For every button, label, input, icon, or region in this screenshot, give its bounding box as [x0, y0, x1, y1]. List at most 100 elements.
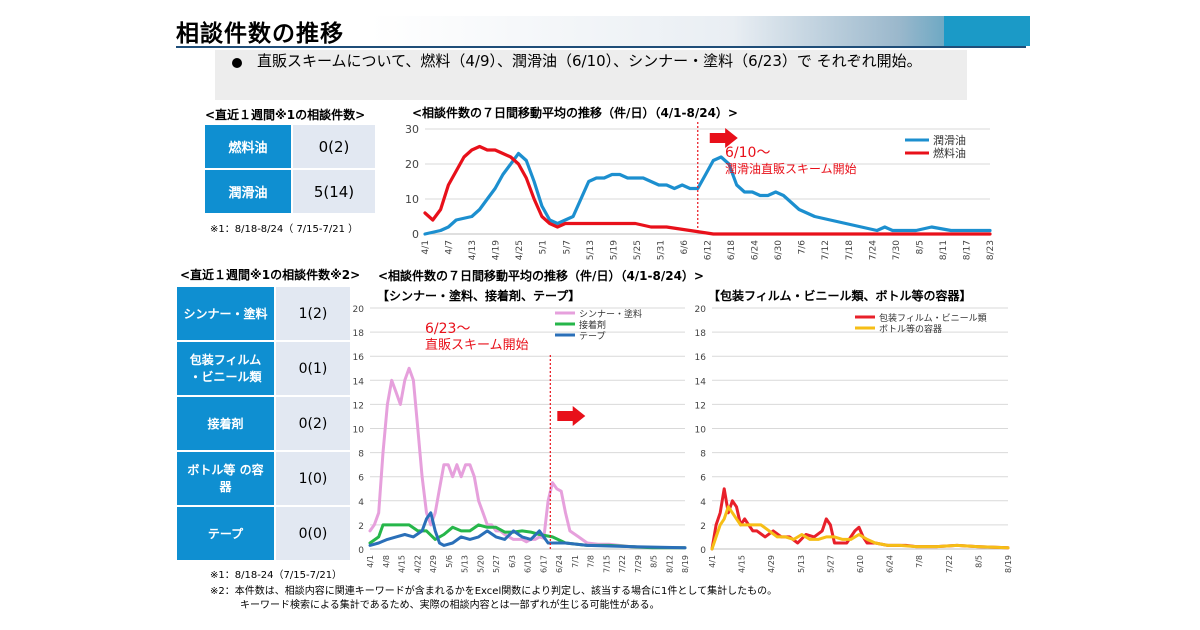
- x-tick-label: 6/24: [555, 555, 564, 573]
- table-cell-value: 1(0): [274, 450, 352, 507]
- series-line-潤滑油: [423, 151, 992, 236]
- x-tick-label: 5/31: [656, 240, 666, 260]
- chart3-title: 【包装フィルム・ビニール類、ボトル等の容器】: [708, 289, 972, 303]
- y-tick-label: 20: [695, 305, 707, 315]
- x-tick-label: 6/24: [886, 555, 895, 573]
- y-tick-label: 12: [695, 401, 706, 411]
- title-decoration-block: [944, 16, 1030, 46]
- x-tick-label: 6/3: [508, 555, 517, 568]
- x-tick-label: 5/27: [492, 555, 501, 573]
- table-cell-value: 0(2): [291, 123, 377, 170]
- series-line-シンナー・塗料: [368, 366, 687, 550]
- x-tick-label: 8/19: [1004, 555, 1013, 573]
- title-decoration-band: [370, 16, 1030, 46]
- table-cell-label: 潤滑油: [203, 168, 293, 215]
- table-cell-value: 5(14): [291, 168, 377, 215]
- y-tick-label: 20: [405, 158, 419, 171]
- x-tick-label: 7/6: [798, 240, 808, 255]
- series-line-燃料油: [423, 144, 992, 236]
- table-cell-label: シンナー・塗料: [175, 285, 276, 342]
- legend-label: シンナー・塗料: [579, 308, 642, 320]
- x-tick-label: 4/7: [445, 240, 455, 254]
- legend-label: ボトル等の容器: [879, 323, 942, 335]
- section2-footnote1: ※1：8/18-24（7/15-7/21）: [210, 570, 343, 581]
- x-tick-label: 7/12: [821, 240, 831, 260]
- x-tick-label: 6/18: [727, 240, 737, 260]
- x-tick-label: 5/13: [797, 555, 806, 573]
- section1-footnote: ※1：8/18-8/24（ 7/15-7/21 ）: [210, 224, 359, 235]
- y-tick-label: 0: [700, 546, 706, 556]
- x-tick-label: 6/12: [704, 240, 714, 260]
- section2-chart-header: <相談件数の７日間移動平均の推移（件/日）（4/1-8/24）>: [378, 269, 704, 283]
- y-tick-label: 0: [412, 228, 419, 241]
- x-tick-label: 6/17: [539, 555, 548, 573]
- section1-table: 燃料油 0(2) 潤滑油 5(14): [203, 123, 377, 215]
- section1-table-header: <直近１週間※1の相談件数>: [205, 108, 366, 122]
- series-line-テープ: [368, 511, 687, 550]
- y-tick-label: 30: [405, 123, 419, 136]
- x-tick-label: 7/22: [618, 555, 627, 573]
- y-tick-label: 4: [358, 498, 364, 508]
- x-tick-label: 6/10: [524, 555, 533, 573]
- chart2-title: 【シンナー・塗料、接着剤、テープ】: [377, 289, 581, 303]
- title-underline: [176, 46, 1026, 48]
- x-tick-label: 7/15: [602, 555, 611, 573]
- section2-table-header: <直近１週間※1の相談件数※2>: [180, 268, 361, 282]
- x-tick-label: 7/1: [571, 555, 580, 568]
- x-tick-label: 8/5: [915, 240, 925, 254]
- y-tick-label: 20: [353, 305, 365, 315]
- y-tick-label: 18: [695, 329, 707, 339]
- x-tick-label: 4/25: [515, 240, 525, 260]
- annotation-subtext: 直販スキーム開始: [425, 338, 529, 353]
- x-tick-label: 5/13: [586, 240, 596, 260]
- table-cell-label: テープ: [175, 505, 276, 562]
- x-tick-label: 6/30: [774, 240, 784, 260]
- chart1-header: <相談件数の７日間移動平均の推移（件/日）（4/1-8/24）>: [412, 106, 738, 120]
- table-cell-value: 0(0): [274, 505, 352, 562]
- y-tick-label: 8: [358, 450, 364, 460]
- x-tick-label: 7/22: [945, 555, 954, 573]
- x-tick-label: 4/19: [492, 240, 502, 260]
- x-tick-label: 4/15: [738, 555, 747, 573]
- x-tick-label: 7/8: [915, 555, 924, 568]
- x-tick-label: 7/24: [868, 240, 878, 260]
- y-tick-label: 0: [358, 546, 364, 556]
- x-tick-label: 6/6: [680, 240, 690, 255]
- chart-lubricant-fuel: 0 10 20 30 4/1 4/7 4/13 4/19 4/25 5/1 5/7 5/13 5/19 5…: [405, 122, 996, 260]
- x-tick-label: 5/25: [633, 240, 643, 260]
- x-tick-label: 8/19: [681, 555, 690, 573]
- annotation-arrow-icon: [557, 406, 586, 426]
- y-tick-label: 16: [353, 353, 365, 363]
- x-tick-label: 8/11: [939, 240, 949, 260]
- x-tick-label: 8/5: [974, 555, 983, 568]
- y-tick-label: 18: [353, 329, 365, 339]
- x-tick-label: 7/29: [634, 555, 643, 573]
- y-tick-label: 6: [358, 474, 364, 484]
- x-tick-label: 5/20: [476, 555, 485, 573]
- table-cell-label: 接着剤: [175, 395, 276, 452]
- series-line-包装フィルム・ビニール類: [710, 487, 1010, 551]
- x-tick-label: 8/23: [986, 240, 996, 260]
- legend-label: テープ: [579, 331, 605, 342]
- x-tick-label: 4/15: [398, 555, 407, 573]
- annotation-text: 6/10〜: [725, 145, 770, 161]
- section2-table: シンナー・塗料 1(2) 包装フィルム ・ビニール類 0(1) 接着剤 0(2)…: [175, 285, 352, 562]
- y-tick-label: 16: [695, 353, 707, 363]
- annotation-subtext: 潤滑油直販スキーム開始: [725, 162, 857, 176]
- table-cell-value: 1(2): [274, 285, 352, 342]
- x-tick-label: 4/29: [767, 555, 776, 573]
- bullet-icon: [232, 58, 242, 68]
- section2-footnote3: キーワード検索による集計であるため、実際の相談内容とは一部ずれが生じる可能性があ…: [240, 600, 660, 611]
- bullet-box: [215, 50, 967, 100]
- x-tick-label: 4/29: [429, 555, 438, 573]
- y-tick-label: 14: [695, 377, 707, 387]
- table-cell-label: ボトル等 の容器: [175, 450, 276, 507]
- table-cell-label: 包装フィルム ・ビニール類: [175, 340, 276, 397]
- bullet-text: 直販スキームについて、燃料（4/9）、潤滑油（6/10）、シンナー・塗料（6/2…: [257, 52, 922, 70]
- chart-packaging-bottles: 0 2 4 6 8 10 12 14 16 18 20 4/1 4/15 4/29 5/13 5/27 6/10…: [695, 305, 1013, 573]
- table-cell-label: 燃料油: [203, 123, 293, 170]
- y-tick-label: 6: [700, 474, 706, 484]
- y-tick-label: 10: [695, 426, 707, 436]
- x-tick-label: 5/1: [539, 240, 549, 254]
- legend-label: 包装フィルム・ビニール類: [879, 312, 987, 324]
